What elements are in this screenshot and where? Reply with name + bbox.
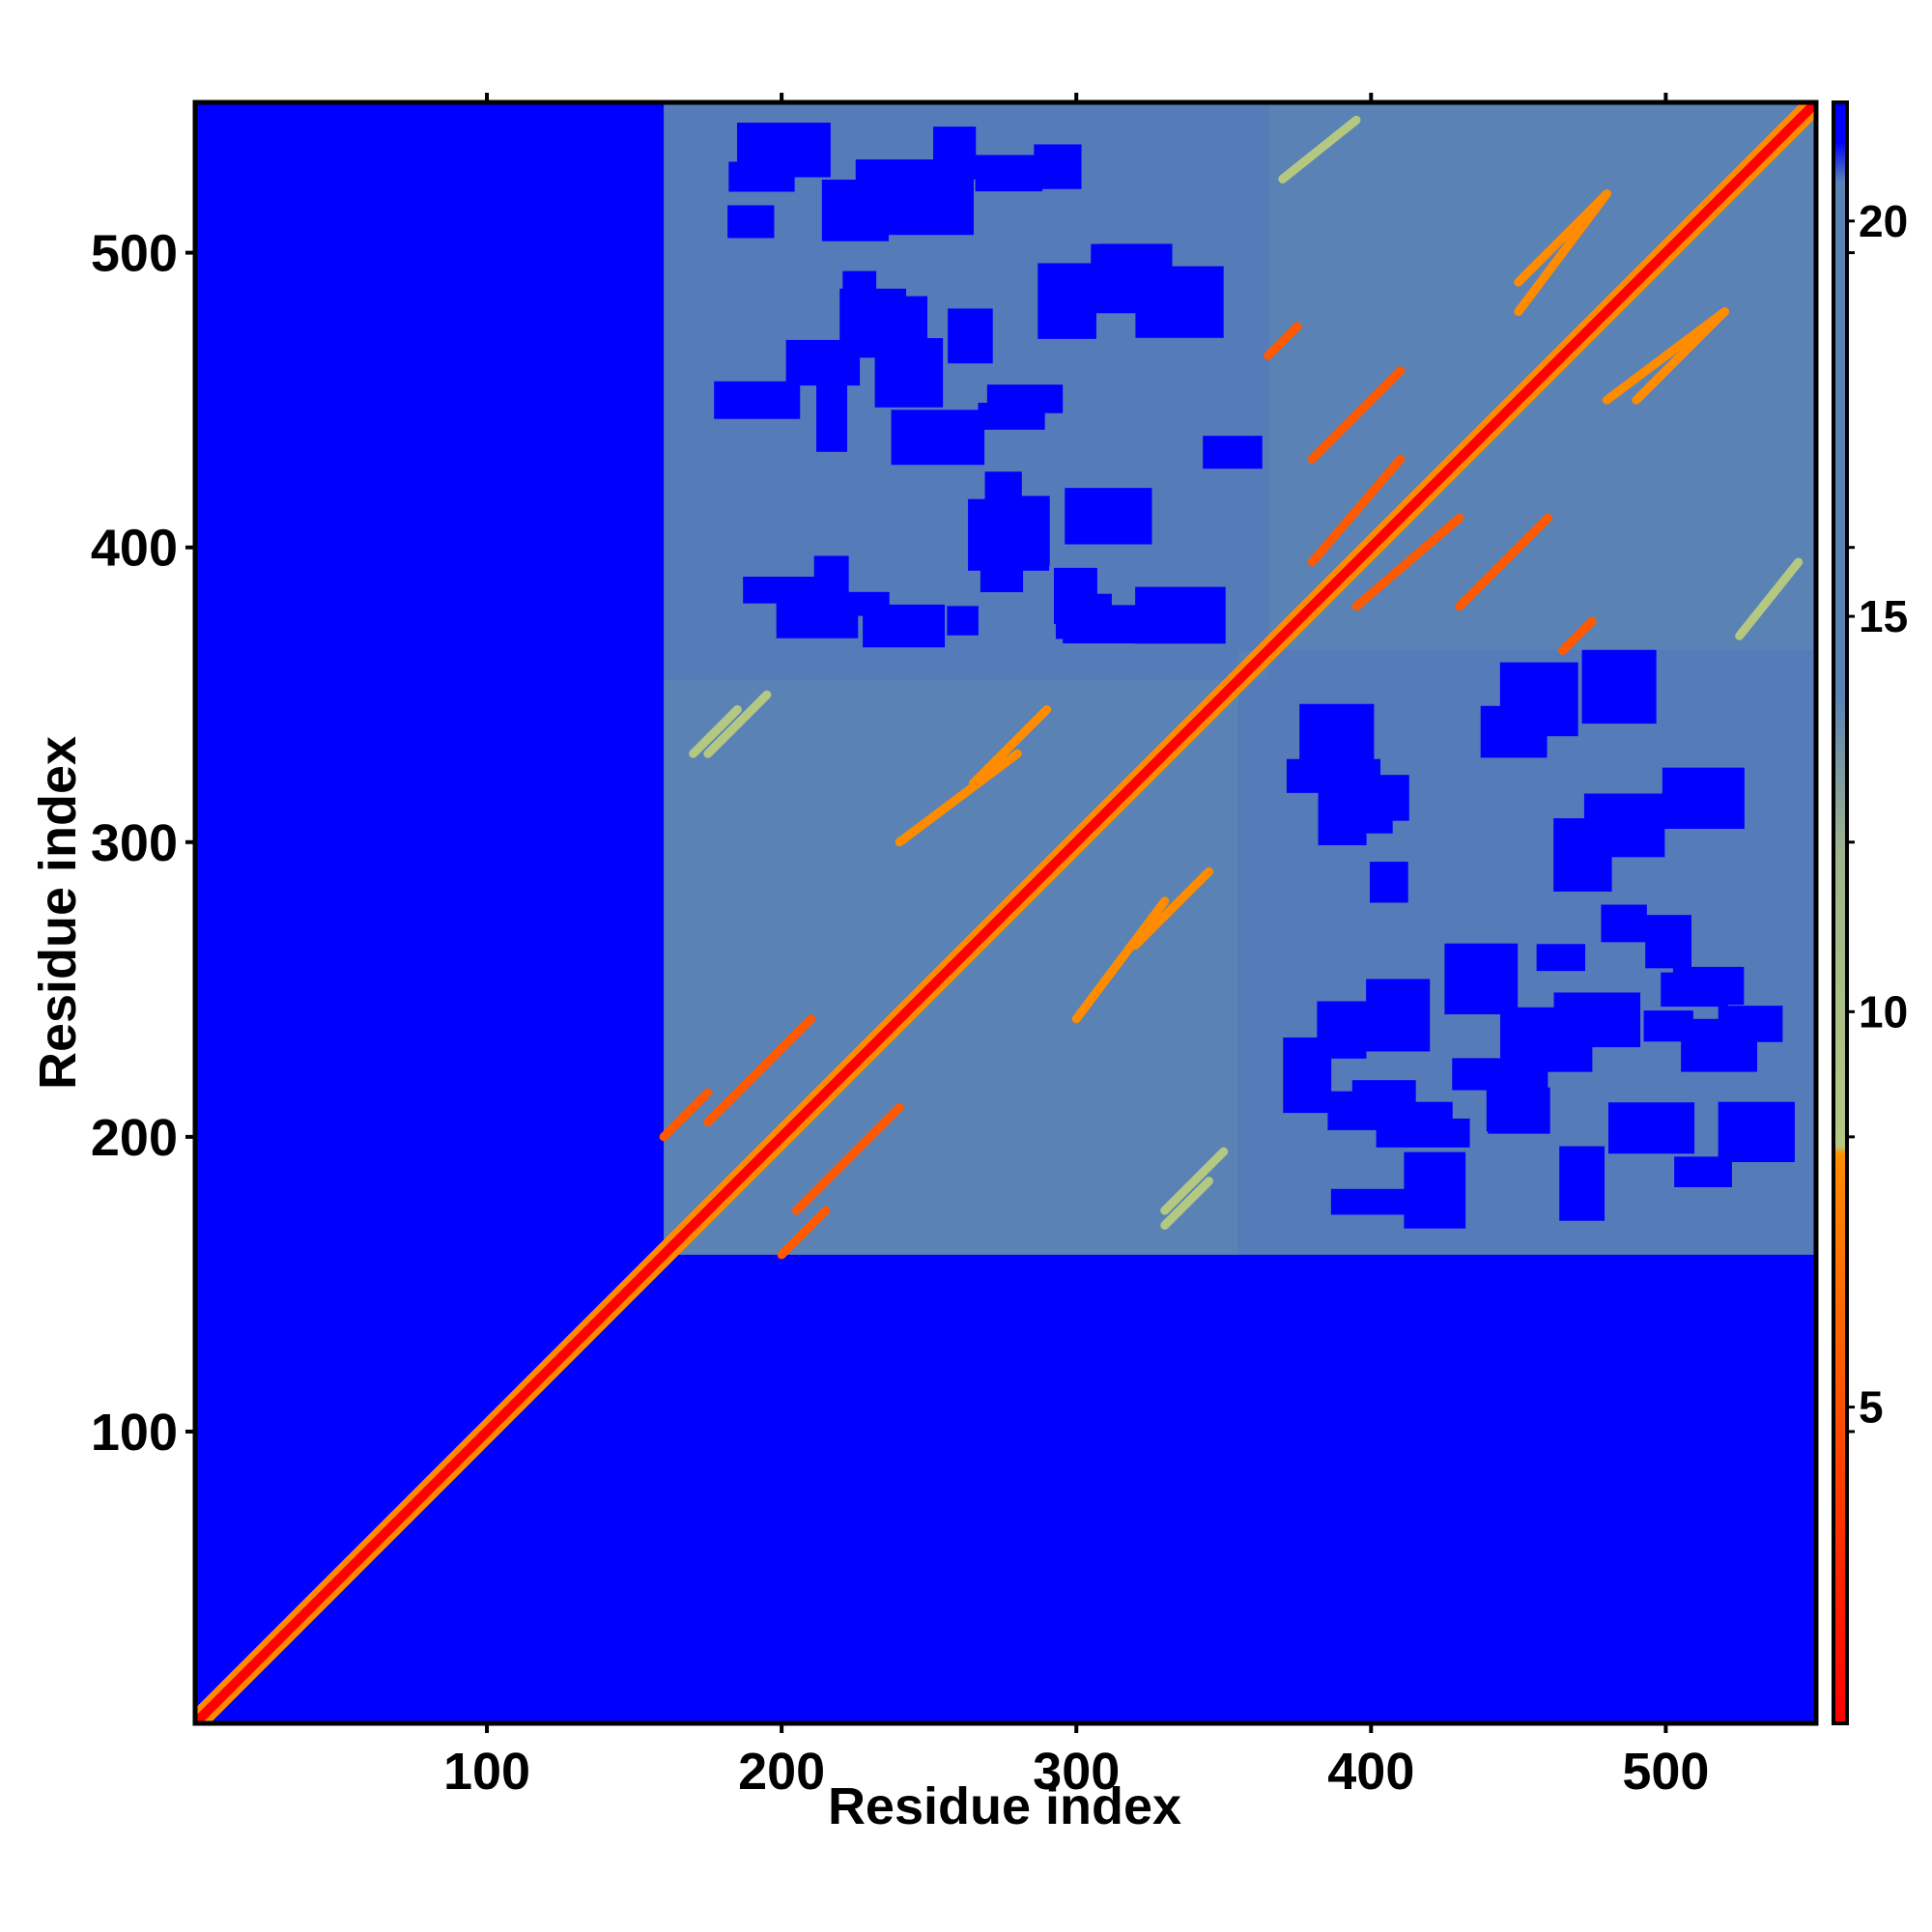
region-gap bbox=[891, 410, 985, 466]
colorbar-tick-label: 15 bbox=[1859, 591, 1908, 641]
contact-band bbox=[1735, 557, 1804, 640]
contact-band bbox=[703, 1014, 816, 1127]
region-gap bbox=[888, 171, 974, 236]
region-gap bbox=[1320, 728, 1365, 773]
plot-area bbox=[195, 102, 1816, 1723]
region-gap bbox=[1672, 966, 1745, 1006]
y-tick-label: 500 bbox=[91, 225, 178, 283]
contact-band bbox=[1602, 307, 1729, 405]
region-gap bbox=[1366, 979, 1431, 1052]
region-gap bbox=[986, 384, 1064, 413]
contact-band bbox=[1455, 513, 1552, 611]
contact-band bbox=[689, 704, 742, 758]
region-gap bbox=[1370, 862, 1408, 903]
contact-band bbox=[1264, 322, 1302, 360]
region-gap bbox=[1559, 1146, 1605, 1221]
x-tick-label: 100 bbox=[443, 1743, 530, 1801]
region-gap bbox=[1065, 488, 1152, 545]
region-gap bbox=[1486, 1068, 1548, 1132]
heatmap bbox=[195, 102, 1816, 1723]
region-gap bbox=[1662, 767, 1745, 830]
contact-band bbox=[1307, 454, 1406, 567]
region-gap bbox=[889, 296, 928, 373]
x-tick-label: 400 bbox=[1327, 1743, 1414, 1801]
y-tick-label: 300 bbox=[91, 814, 178, 872]
y-tick-label: 200 bbox=[91, 1109, 178, 1167]
contact-band bbox=[1307, 366, 1406, 464]
region-gap bbox=[1351, 1080, 1416, 1127]
region-gap bbox=[1098, 243, 1173, 274]
contact-band bbox=[791, 1102, 904, 1215]
region-gap bbox=[1718, 1101, 1795, 1163]
region-gap bbox=[1581, 649, 1657, 724]
region-gap bbox=[1607, 1102, 1695, 1154]
region-gap bbox=[1135, 586, 1226, 644]
contact-band bbox=[1558, 616, 1597, 655]
region-gap bbox=[1499, 662, 1578, 737]
plot-frame bbox=[192, 99, 1819, 1726]
region-gap bbox=[1718, 1006, 1783, 1042]
region-gap bbox=[1034, 144, 1082, 189]
region-gap bbox=[816, 381, 847, 452]
contact-band bbox=[1278, 115, 1361, 184]
region-gap bbox=[1645, 915, 1692, 969]
region-gap bbox=[1444, 943, 1519, 1015]
region-gap bbox=[727, 205, 775, 239]
region-gap bbox=[947, 606, 979, 636]
colorbar-tick-label: 5 bbox=[1859, 1382, 1884, 1433]
contact-band bbox=[777, 1206, 831, 1260]
contact-band bbox=[1130, 867, 1214, 951]
y-tick-label: 100 bbox=[91, 1404, 178, 1462]
contact-band bbox=[659, 1088, 713, 1142]
contact-band bbox=[1514, 189, 1611, 317]
region-gap bbox=[1404, 1151, 1466, 1229]
region-gap bbox=[1203, 436, 1263, 469]
region-gap bbox=[714, 381, 801, 419]
axes: 100 200 300 400 500 100 200 300 400 500 bbox=[91, 93, 1819, 1801]
region-gap bbox=[948, 308, 993, 364]
region-gap bbox=[728, 161, 795, 192]
contact-band bbox=[968, 704, 1052, 788]
colorbar-tick-label: 10 bbox=[1859, 986, 1908, 1037]
region-gap bbox=[1601, 904, 1647, 943]
region-gap bbox=[968, 498, 1050, 571]
region-gap bbox=[1330, 1188, 1413, 1215]
region-gap bbox=[1583, 793, 1665, 858]
y-axis-title: Residue index bbox=[29, 736, 87, 1090]
region-gap bbox=[1283, 1037, 1332, 1114]
region-gap bbox=[1053, 567, 1097, 625]
colorbar: 5 10 15 20 bbox=[1832, 100, 1908, 1725]
region-gap bbox=[933, 127, 977, 180]
y-tick-label: 400 bbox=[91, 520, 178, 578]
region-gap bbox=[1536, 944, 1586, 972]
x-tick-label: 300 bbox=[1033, 1743, 1120, 1801]
region-gap bbox=[975, 155, 1043, 192]
contact-band bbox=[1160, 1177, 1214, 1230]
contact-band bbox=[1351, 513, 1464, 611]
region-gap bbox=[821, 179, 889, 242]
contact-band bbox=[1160, 1147, 1229, 1215]
x-tick-label: 200 bbox=[738, 1743, 825, 1801]
contact-band bbox=[1071, 896, 1170, 1024]
region-gap bbox=[1412, 1101, 1453, 1143]
region-gap bbox=[863, 604, 946, 648]
contact-band bbox=[895, 749, 1022, 847]
region-gap bbox=[1037, 263, 1096, 339]
x-axis-title: Residue index bbox=[828, 1777, 1181, 1835]
x-tick-label: 500 bbox=[1622, 1743, 1709, 1801]
contact-band bbox=[703, 690, 772, 758]
diagonal bbox=[195, 102, 1816, 1723]
region-gap bbox=[776, 600, 859, 639]
colorbar-tick-label: 20 bbox=[1859, 196, 1908, 246]
colorbar-bar bbox=[1832, 100, 1849, 1725]
